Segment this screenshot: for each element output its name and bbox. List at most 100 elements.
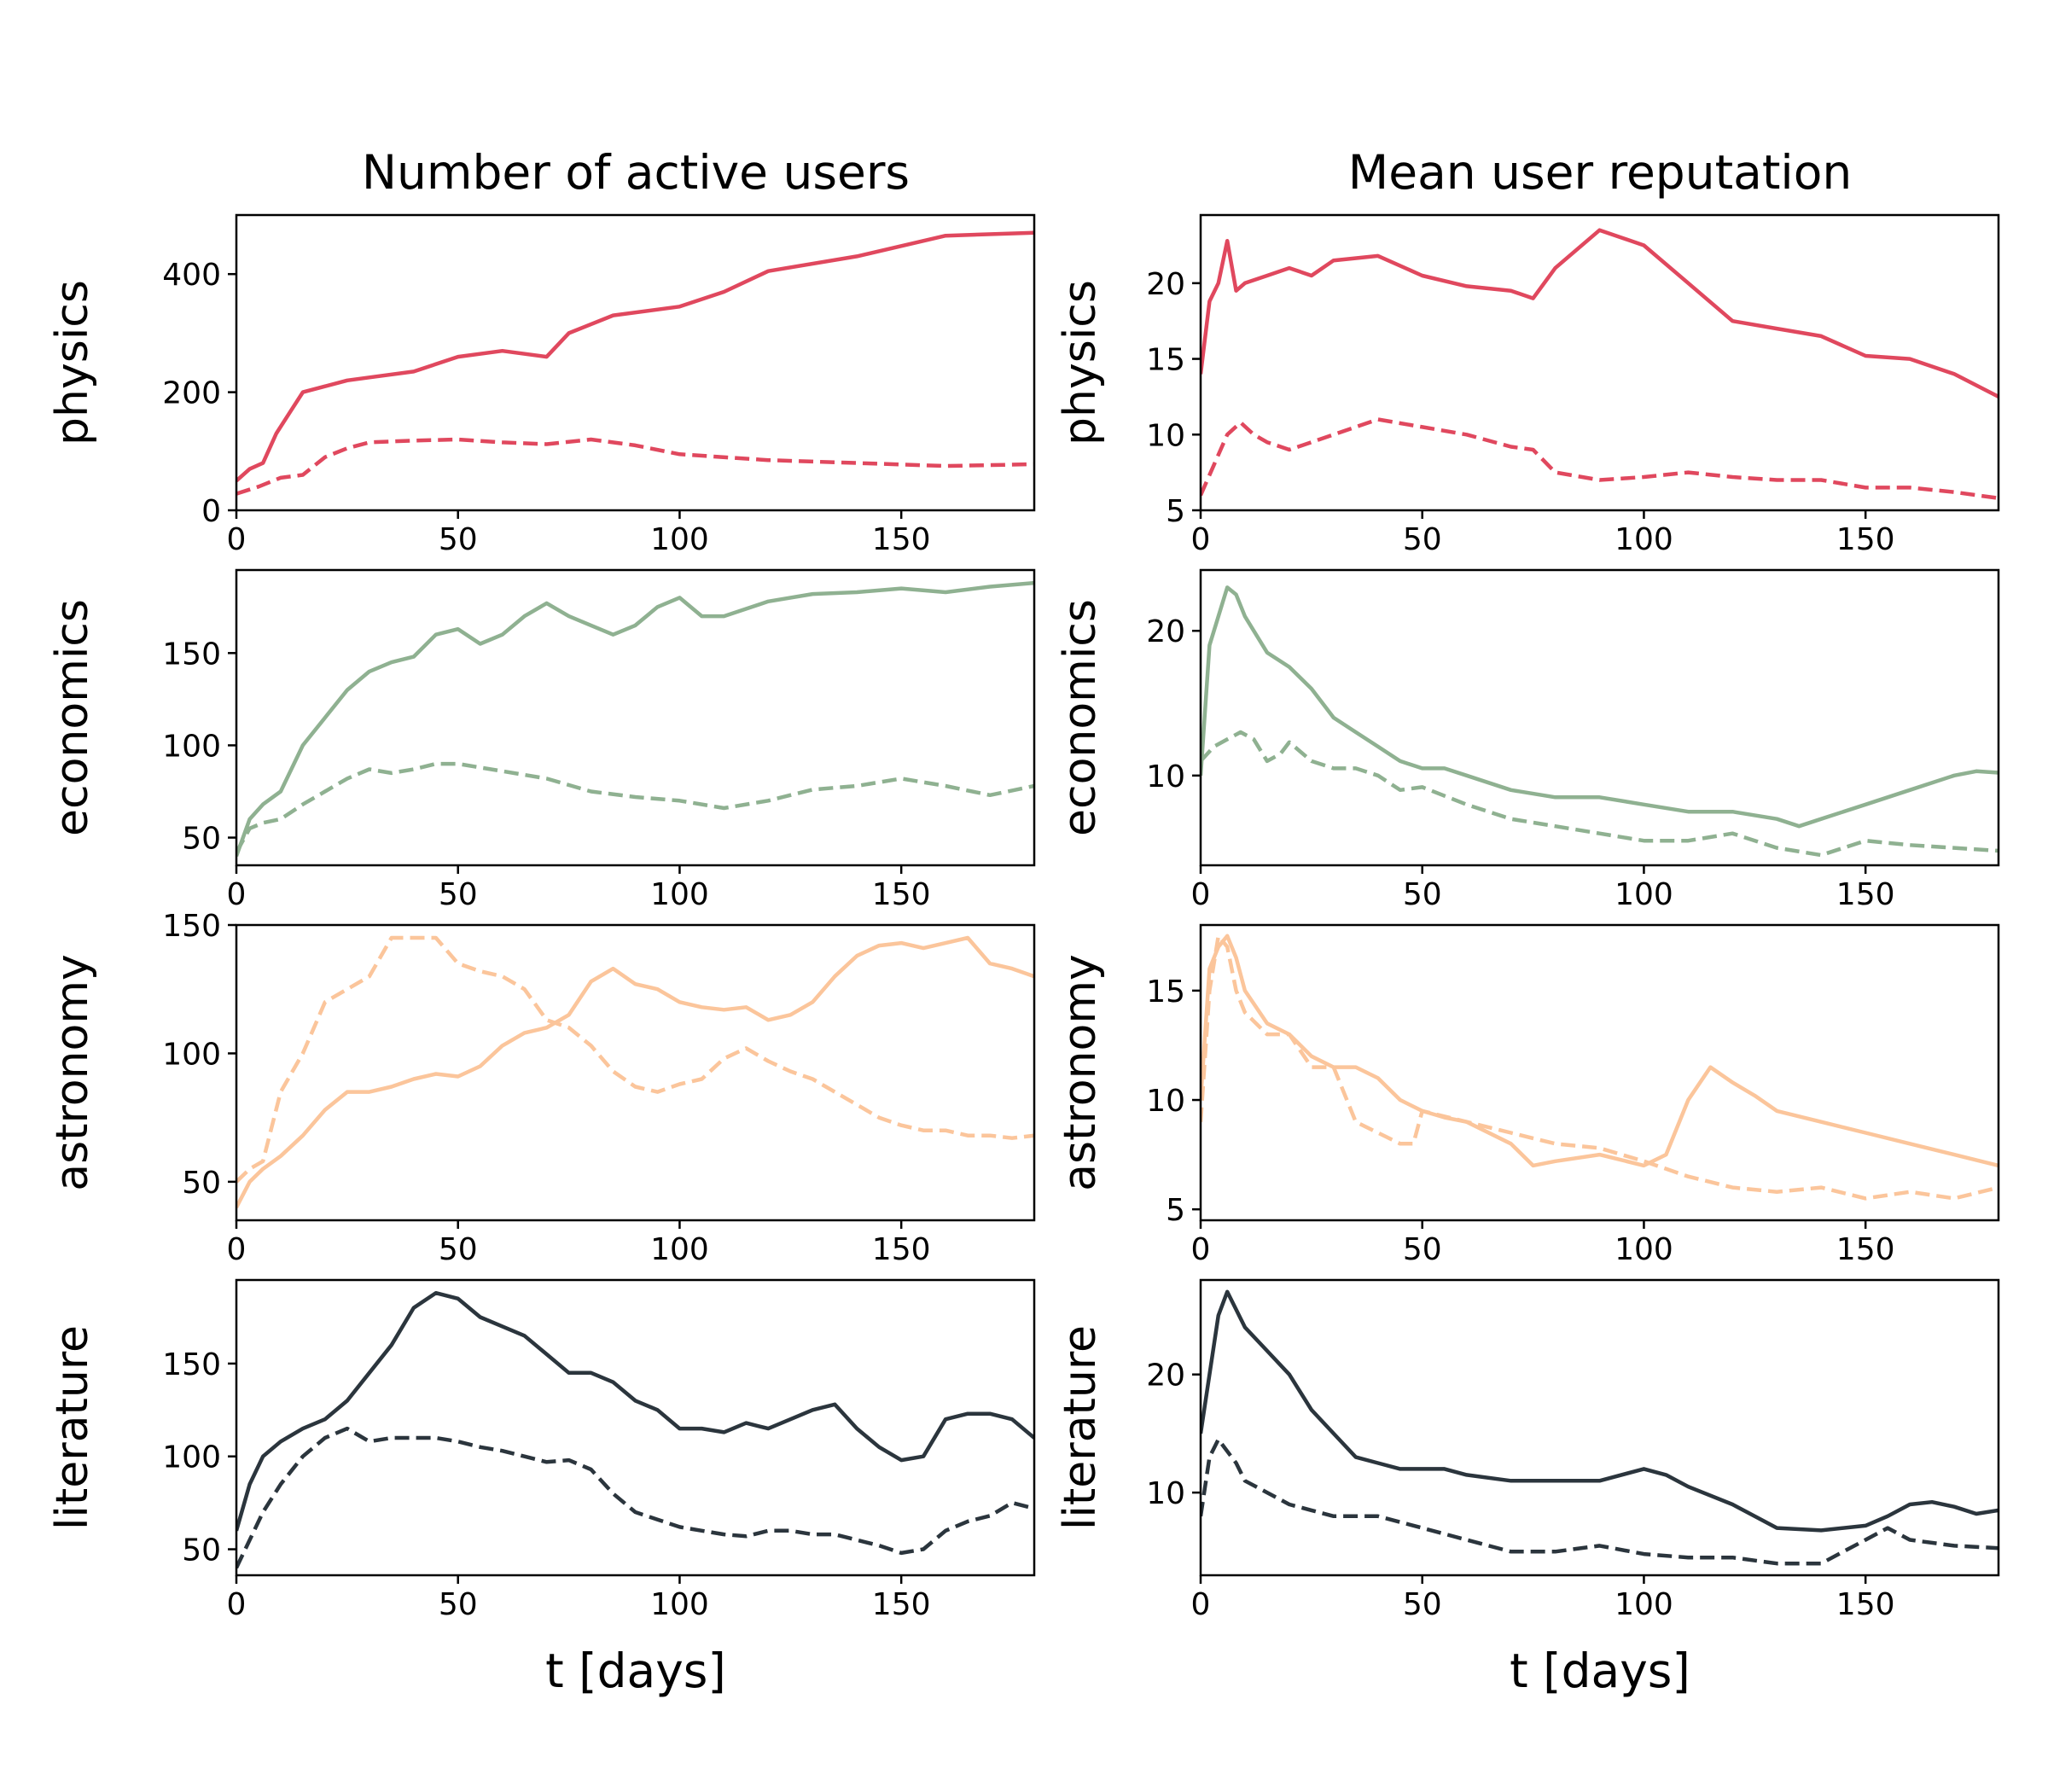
y-tick-label: 5	[1166, 1193, 1185, 1228]
y-tick-label: 5	[1166, 494, 1185, 529]
row-label-economics-mean-reputation: economics	[1055, 599, 1106, 836]
column-title-mean-reputation: Mean user reputation	[1348, 145, 1852, 200]
y-tick-label: 10	[1146, 1476, 1185, 1511]
x-tick-label: 0	[227, 877, 247, 912]
row-label-physics-mean-reputation: physics	[1055, 280, 1106, 445]
panel-economics-mean-reputation: 0 50 100 150 10 20 economics	[1055, 568, 2000, 912]
x-tick-label: 50	[439, 1232, 478, 1267]
series-line-economics-active-users-dashed	[236, 761, 1034, 853]
axes-frame	[1199, 568, 2000, 867]
axes-frame	[1199, 923, 2000, 1222]
x-tick-label: 150	[1836, 522, 1895, 557]
series-line-economics-active-users-solid	[236, 580, 1034, 857]
column-title-active-users: Number of active users	[362, 145, 910, 200]
row-label-astronomy-active-users: astronomy	[47, 954, 98, 1191]
panel-physics-mean-reputation: 0 50 100 150 5 10 15 20 physics	[1055, 213, 2000, 557]
row-label-literature-mean-reputation: literature	[1055, 1325, 1106, 1530]
y-tick-label: 20	[1146, 614, 1185, 649]
series-line-physics-mean-reputation-solid	[1201, 228, 1999, 399]
x-tick-label: 50	[1403, 877, 1442, 912]
x-tick-label: 150	[872, 1232, 931, 1267]
series-line-astronomy-mean-reputation-solid	[1201, 934, 1999, 1168]
axes-frame	[1199, 1278, 2000, 1577]
y-tick-label: 100	[162, 1037, 221, 1072]
axes-frame	[235, 923, 1036, 1222]
y-tick-label: 50	[182, 1166, 221, 1201]
x-tick-label: 0	[227, 522, 247, 557]
y-tick-label: 10	[1146, 418, 1185, 453]
x-axis-label-left: t [days]	[545, 1644, 726, 1698]
x-tick-label: 150	[1836, 1232, 1895, 1267]
y-tick-label: 20	[1146, 1359, 1185, 1393]
x-tick-label: 50	[439, 877, 478, 912]
x-tick-label: 0	[1191, 522, 1211, 557]
y-tick-label: 50	[182, 822, 221, 857]
y-tick-label: 400	[162, 258, 221, 293]
series-line-physics-active-users-dashed	[236, 437, 1034, 496]
y-tick-label: 150	[162, 1347, 221, 1382]
series-line-literature-active-users-solid	[236, 1290, 1034, 1532]
x-tick-label: 100	[1615, 1587, 1673, 1622]
panel-astronomy-mean-reputation: 0 50 100 150 5 10 15 astronomy	[1055, 923, 2000, 1267]
x-tick-label: 50	[1403, 1587, 1442, 1622]
x-tick-label: 150	[1836, 1587, 1895, 1622]
panel-physics-active-users: 0 50 100 150 0 200 400 physics	[47, 213, 1036, 557]
x-tick-label: 0	[227, 1232, 247, 1267]
y-tick-label: 100	[162, 1440, 221, 1475]
series-line-astronomy-active-users-dashed	[236, 935, 1034, 1184]
row-label-literature-active-users: literature	[47, 1325, 98, 1530]
axes-frame	[235, 213, 1036, 512]
series-line-physics-mean-reputation-dashed	[1201, 417, 1999, 501]
x-tick-label: 100	[650, 1232, 709, 1267]
x-tick-label: 50	[1403, 1232, 1442, 1267]
y-tick-label: 10	[1146, 759, 1185, 794]
y-tick-label: 150	[162, 909, 221, 944]
x-tick-label: 0	[1191, 1587, 1211, 1622]
y-tick-label: 100	[162, 729, 221, 764]
y-tick-label: 200	[162, 376, 221, 411]
axes-frame	[1199, 213, 2000, 512]
series-line-astronomy-mean-reputation-dashed	[1201, 934, 1999, 1201]
x-tick-label: 100	[650, 1587, 709, 1622]
x-tick-label: 0	[227, 1587, 247, 1622]
y-tick-label: 150	[162, 637, 221, 672]
panel-literature-mean-reputation: 0 50 100 150 10 20 literature	[1055, 1278, 2000, 1622]
x-tick-label: 150	[1836, 877, 1895, 912]
x-tick-label: 150	[872, 522, 931, 557]
series-line-economics-mean-reputation-solid	[1201, 585, 1999, 829]
x-axis-label-right: t [days]	[1510, 1644, 1690, 1698]
series-line-literature-mean-reputation-dashed	[1201, 1437, 1999, 1566]
axes-frame	[235, 568, 1036, 867]
x-tick-label: 150	[872, 1587, 931, 1622]
axes-frame	[235, 1278, 1036, 1577]
x-tick-label: 100	[1615, 522, 1673, 557]
y-tick-label: 50	[182, 1533, 221, 1568]
y-tick-label: 0	[201, 494, 221, 529]
series-line-economics-mean-reputation-dashed	[1201, 730, 1999, 858]
y-tick-label: 15	[1146, 975, 1185, 1009]
series-line-literature-active-users-dashed	[236, 1426, 1034, 1569]
series-line-literature-mean-reputation-solid	[1201, 1289, 1999, 1533]
row-label-physics-active-users: physics	[47, 280, 98, 445]
x-tick-label: 50	[439, 522, 478, 557]
row-label-economics-active-users: economics	[47, 599, 98, 836]
x-tick-label: 50	[1403, 522, 1442, 557]
x-tick-label: 100	[1615, 1232, 1673, 1267]
x-tick-label: 0	[1191, 877, 1211, 912]
y-tick-label: 20	[1146, 267, 1185, 302]
y-tick-label: 10	[1146, 1084, 1185, 1119]
row-label-astronomy-mean-reputation: astronomy	[1055, 954, 1106, 1191]
series-line-physics-active-users-solid	[236, 230, 1034, 483]
x-tick-label: 0	[1191, 1232, 1211, 1267]
y-tick-label: 15	[1146, 343, 1185, 378]
x-tick-label: 100	[650, 877, 709, 912]
series-line-astronomy-active-users-solid	[236, 935, 1034, 1209]
x-tick-label: 150	[872, 877, 931, 912]
x-tick-label: 100	[650, 522, 709, 557]
